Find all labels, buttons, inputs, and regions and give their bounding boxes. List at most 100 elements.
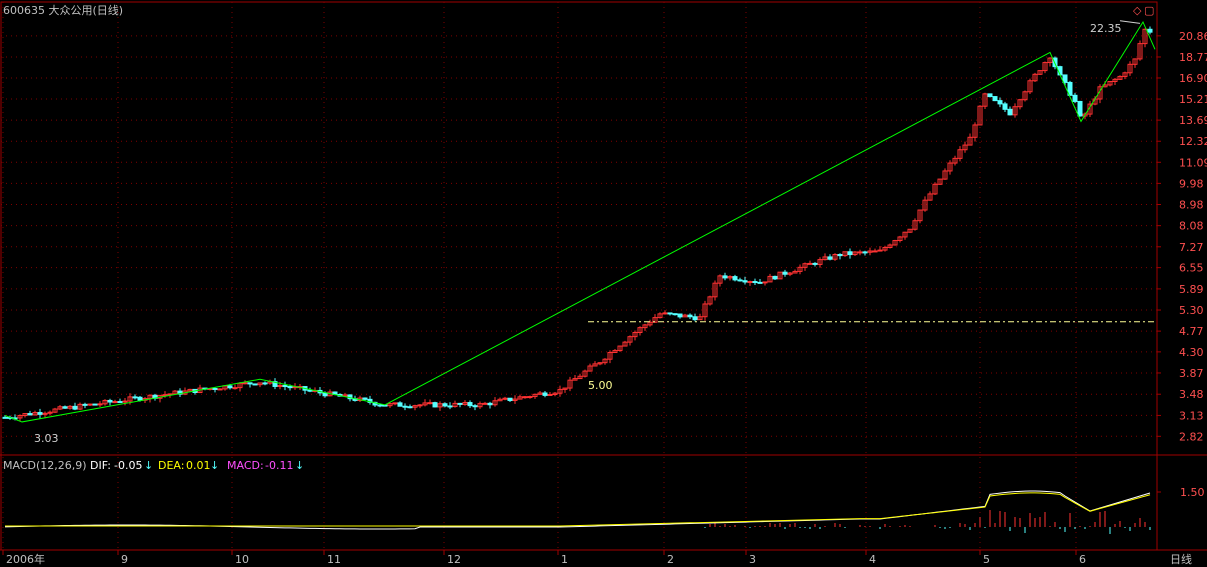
candle-body (2, 416, 8, 419)
candle-body (42, 412, 48, 415)
dif-label: DIF: (90, 459, 111, 472)
time-axis-label: 6 (1079, 553, 1086, 566)
candle-body (737, 279, 743, 282)
candle-body (1037, 70, 1043, 75)
price-tick-label: 7.27 (1179, 241, 1204, 254)
candle-body (172, 390, 178, 395)
candle-body (582, 370, 588, 377)
candle-body (422, 402, 428, 406)
candle-body (572, 378, 578, 381)
candle-body (57, 406, 63, 410)
dea-label: DEA: (158, 459, 184, 472)
candle-body (377, 404, 383, 407)
candle-body (252, 383, 258, 386)
candle-body (682, 314, 688, 318)
candle-body (862, 251, 868, 254)
candle-body (627, 336, 633, 343)
candle-body (477, 403, 483, 408)
candle-body (982, 93, 988, 107)
candle-body (552, 392, 558, 395)
high-price-label: 22.35 (1090, 22, 1122, 35)
candle-body (437, 403, 443, 408)
candle-body (872, 250, 878, 253)
candle-body (262, 382, 268, 385)
price-tick-label: 2.82 (1179, 430, 1204, 443)
candle-body (557, 388, 563, 394)
candle-body (562, 387, 568, 390)
candle-body (1107, 80, 1113, 86)
candle-body (462, 402, 468, 405)
candle-body (17, 415, 23, 419)
candle-body (427, 402, 433, 405)
period-label[interactable]: 日线 (1170, 552, 1192, 566)
candle-body (832, 253, 838, 260)
candle-body (907, 228, 913, 233)
candle-body (177, 390, 183, 395)
candle-body (747, 281, 753, 284)
candle-body (962, 144, 968, 151)
candle-body (917, 209, 923, 222)
candle-body (1112, 78, 1118, 82)
candle-body (712, 282, 718, 298)
candle-body (652, 317, 658, 323)
price-tick-label: 3.48 (1179, 388, 1204, 401)
candle-body (1062, 74, 1068, 83)
candle-body (777, 271, 783, 280)
macd-label: MACD: (227, 459, 264, 472)
candle-body (97, 403, 103, 406)
candle-body (892, 240, 898, 246)
candle-body (902, 231, 908, 238)
candle-body (522, 396, 528, 399)
candle-body (587, 365, 593, 372)
candle-body (622, 341, 628, 347)
candle-body (492, 400, 498, 406)
candle-body (707, 296, 713, 305)
candle-body (532, 393, 538, 398)
candle-body (257, 382, 263, 386)
candle-body (52, 408, 58, 413)
candle-body (897, 236, 903, 242)
candle-body (1042, 62, 1048, 72)
candle-body (692, 316, 698, 321)
candle-body (107, 399, 113, 403)
candle-body (22, 413, 28, 417)
candle-body (612, 349, 618, 353)
macd-layer (4, 490, 1161, 534)
candle-body (637, 327, 643, 334)
candle-body (752, 281, 758, 284)
candle-body (877, 249, 883, 252)
macd-arrow-icon: ↓ (295, 459, 304, 472)
candle-body (1002, 103, 1008, 110)
candle-body (942, 170, 948, 180)
candle-body (577, 375, 583, 380)
chart-title: 600635 大众公用(日线) (3, 3, 123, 17)
candle-body (392, 402, 398, 405)
candle-body (732, 276, 738, 281)
price-tick-label: 16.90 (1179, 72, 1207, 85)
candle-body (527, 396, 533, 399)
time-axis-label: 2006年 (6, 552, 45, 566)
candle-body (112, 401, 118, 404)
time-axis-label: 10 (235, 553, 249, 566)
candle-body (1147, 28, 1153, 33)
candle-body (987, 93, 993, 98)
candle-body (797, 266, 803, 272)
candle-body (792, 270, 798, 274)
candle-body (187, 388, 193, 392)
candle-body (937, 178, 943, 185)
candle-body (952, 157, 958, 164)
price-tick-label: 12.32 (1179, 135, 1207, 148)
candle-body (1077, 100, 1083, 117)
candle-body (927, 193, 933, 201)
candle-body (597, 362, 603, 365)
candle-body (282, 384, 288, 388)
maximize-icon[interactable]: ▢ (1144, 4, 1154, 17)
candle-body (977, 105, 983, 126)
restore-icon[interactable]: ◇ (1133, 4, 1142, 17)
hline-label: 5.00 (588, 379, 613, 392)
candle-body (567, 379, 573, 389)
candle-body (1047, 57, 1053, 64)
candle-body (827, 256, 833, 260)
candle-body (227, 385, 233, 389)
